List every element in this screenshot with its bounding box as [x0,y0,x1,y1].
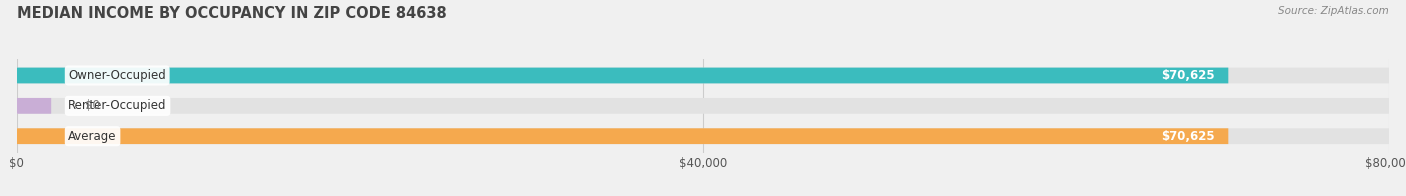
Text: $70,625: $70,625 [1161,130,1215,143]
FancyBboxPatch shape [17,98,51,114]
Text: Source: ZipAtlas.com: Source: ZipAtlas.com [1278,6,1389,16]
FancyBboxPatch shape [17,68,1229,83]
FancyBboxPatch shape [17,68,1389,83]
Text: Renter-Occupied: Renter-Occupied [69,99,167,112]
Text: MEDIAN INCOME BY OCCUPANCY IN ZIP CODE 84638: MEDIAN INCOME BY OCCUPANCY IN ZIP CODE 8… [17,6,447,21]
FancyBboxPatch shape [17,128,1229,144]
Text: $70,625: $70,625 [1161,69,1215,82]
FancyBboxPatch shape [17,98,1389,114]
Text: $0: $0 [86,99,100,112]
FancyBboxPatch shape [17,128,1389,144]
Text: Average: Average [69,130,117,143]
Text: Owner-Occupied: Owner-Occupied [69,69,166,82]
